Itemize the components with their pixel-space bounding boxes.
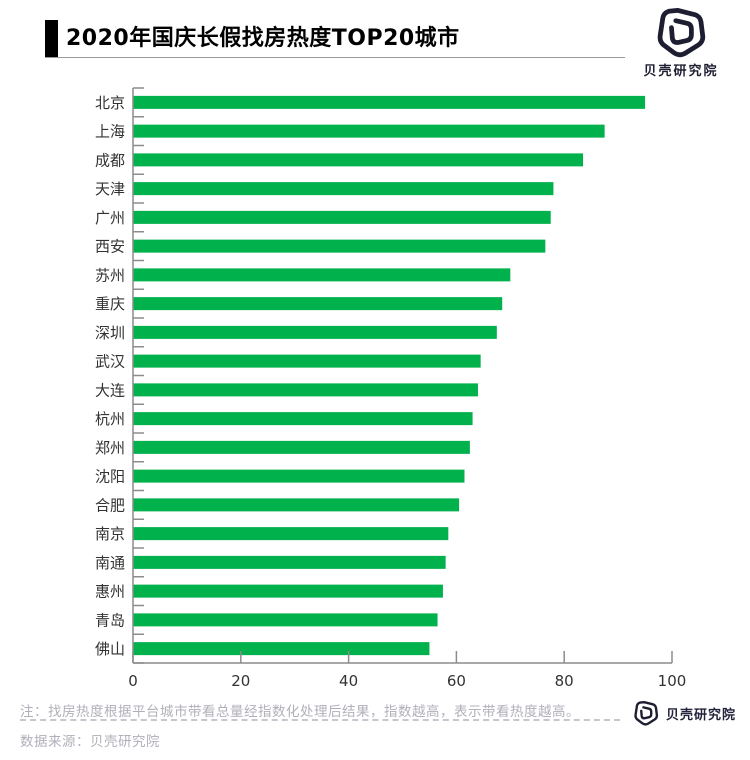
category-label: 合肥 [95, 496, 125, 514]
beike-shell-logo-icon-small [634, 700, 659, 726]
bar-苏州 [133, 268, 511, 282]
category-label: 武汉 [95, 353, 125, 371]
category-label: 成都 [95, 151, 125, 169]
bar-广州 [133, 210, 551, 224]
x-tick-label: 20 [231, 672, 250, 690]
page-title: 2020年国庆长假找房热度TOP20城市 [66, 26, 460, 51]
bar-惠州 [133, 584, 443, 598]
bar-合肥 [133, 498, 460, 512]
header: 2020年国庆长假找房热度TOP20城市 [45, 20, 460, 57]
brand-wordmark: 贝壳研究院 [643, 64, 719, 79]
category-label: 重庆 [95, 295, 125, 313]
bar-chart: 北京上海成都天津广州西安苏州重庆深圳武汉大连杭州郑州沈阳合肥南京南通惠州青岛佛山… [95, 87, 687, 690]
category-label: 大连 [95, 381, 125, 399]
category-label: 郑州 [95, 439, 125, 457]
x-tick-label: 60 [447, 672, 466, 690]
bar-南通 [133, 555, 446, 569]
beike-shell-logo-icon [655, 6, 707, 58]
category-label: 杭州 [95, 410, 125, 428]
bar-重庆 [133, 297, 503, 311]
category-label: 南通 [95, 554, 125, 572]
x-tick-label: 100 [658, 672, 687, 690]
category-label: 苏州 [95, 266, 125, 284]
category-label: 沈阳 [95, 468, 125, 486]
category-label: 惠州 [95, 583, 125, 601]
bar-西安 [133, 239, 546, 253]
bar-沈阳 [133, 469, 465, 483]
category-label: 广州 [95, 209, 125, 227]
category-label: 天津 [95, 180, 125, 198]
bar-深圳 [133, 325, 497, 339]
category-label: 南京 [95, 525, 125, 543]
bar-南京 [133, 527, 449, 541]
x-tick-label: 80 [555, 672, 574, 690]
category-label: 西安 [95, 238, 125, 256]
bar-郑州 [133, 440, 470, 454]
category-label: 北京 [95, 94, 125, 112]
category-label: 青岛 [95, 611, 125, 629]
chart-area: 北京上海成都天津广州西安苏州重庆深圳武汉大连杭州郑州沈阳合肥南京南通惠州青岛佛山… [0, 80, 750, 695]
footer-dashed-divider [20, 719, 620, 721]
footer-brand-logo-block: 贝壳研究院 [633, 700, 736, 726]
footnote: 注：找房热度根据平台城市带看总量经指数化处理后结果，指数越高，表示带看热度越高。 [20, 704, 580, 720]
category-label: 佛山 [95, 640, 125, 658]
data-source: 数据来源：贝壳研究院 [20, 734, 160, 750]
title-divider [45, 57, 625, 58]
title-accent-bar [45, 20, 58, 57]
bar-上海 [133, 124, 605, 138]
bar-大连 [133, 383, 478, 397]
footer-brand-wordmark: 贝壳研究院 [665, 707, 736, 723]
category-label: 上海 [95, 123, 125, 141]
x-tick-label: 0 [128, 672, 138, 690]
bar-成都 [133, 153, 584, 167]
bar-武汉 [133, 354, 481, 368]
bar-青岛 [133, 613, 438, 627]
bar-佛山 [133, 642, 430, 656]
bar-北京 [133, 95, 646, 109]
x-tick-label: 40 [339, 672, 358, 690]
category-label: 深圳 [95, 324, 125, 342]
bar-天津 [133, 182, 554, 196]
brand-logo-block: 贝壳研究院 [626, 6, 736, 79]
bar-杭州 [133, 412, 473, 426]
